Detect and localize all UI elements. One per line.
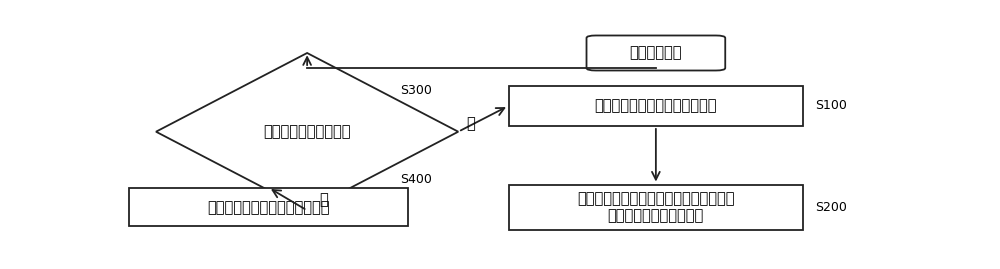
Text: 接收到展览样机模式控制信号后，控制空
调按照展览样机模式运行: 接收到展览样机模式控制信号后，控制空 调按照展览样机模式运行 <box>577 191 735 224</box>
Bar <box>509 185 803 229</box>
Text: 控制空调按照常规运行模式运行: 控制空调按照常规运行模式运行 <box>207 200 330 215</box>
Text: S200: S200 <box>815 201 847 214</box>
Text: S400: S400 <box>400 173 432 186</box>
Text: 空调开机运行: 空调开机运行 <box>630 45 682 61</box>
Text: S100: S100 <box>815 99 847 112</box>
FancyBboxPatch shape <box>587 36 725 70</box>
Text: 等待接收展览样机模式控制信号: 等待接收展览样机模式控制信号 <box>595 98 717 113</box>
Text: 空调开机达到预设时间: 空调开机达到预设时间 <box>263 124 351 139</box>
Bar <box>129 188 408 226</box>
Bar <box>509 86 803 126</box>
Text: S300: S300 <box>400 84 432 97</box>
Polygon shape <box>156 53 458 210</box>
Text: 是: 是 <box>319 192 328 207</box>
Text: 否: 否 <box>466 116 475 131</box>
